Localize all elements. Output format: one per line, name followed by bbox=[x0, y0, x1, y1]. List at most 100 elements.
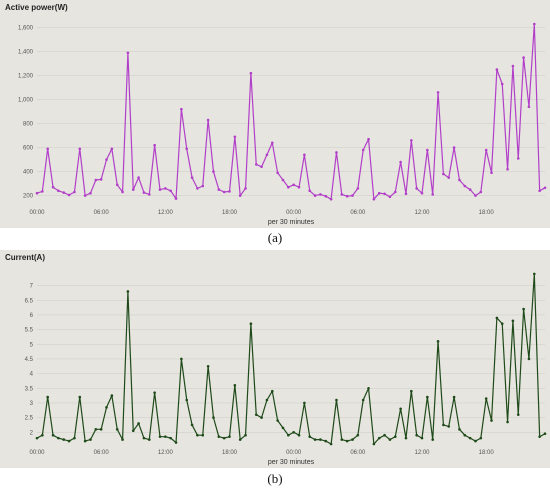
power-data-point bbox=[196, 187, 199, 190]
current-data-point bbox=[361, 398, 365, 402]
current-data-point bbox=[244, 433, 247, 437]
current-data-point bbox=[169, 436, 172, 440]
power-data-point bbox=[361, 148, 365, 152]
current-data-point bbox=[164, 435, 167, 438]
power-data-point bbox=[276, 171, 279, 175]
current-data-point bbox=[233, 384, 237, 387]
power-data-point bbox=[180, 107, 183, 111]
current-data-point bbox=[174, 441, 178, 444]
current-data-point bbox=[538, 435, 541, 438]
power-data-point bbox=[399, 160, 402, 164]
current-data-point bbox=[447, 425, 451, 428]
power-data-point bbox=[281, 178, 285, 182]
power-data-point bbox=[372, 197, 376, 201]
current-data-point bbox=[35, 436, 39, 440]
power-data-point bbox=[153, 143, 156, 147]
current-data-point bbox=[57, 436, 60, 440]
current-data-point bbox=[201, 433, 205, 437]
current-data-point bbox=[131, 429, 135, 433]
current-data-point bbox=[442, 423, 445, 427]
current-data-point bbox=[137, 422, 140, 425]
power-y-tick-label: 1,000 bbox=[18, 98, 34, 104]
current-data-point bbox=[351, 438, 354, 441]
current-data-point bbox=[468, 436, 472, 440]
current-data-point bbox=[410, 389, 413, 393]
power-data-point bbox=[388, 195, 392, 199]
power-x-axis-label: per 30 minutes bbox=[268, 219, 315, 226]
power-x-tick-label: 00:00 bbox=[29, 210, 45, 216]
power-data-point bbox=[313, 194, 317, 197]
power-x-tick-label: 00:00 bbox=[286, 210, 302, 216]
power-data-point bbox=[431, 193, 435, 196]
power-data-point bbox=[484, 148, 488, 152]
current-data-point bbox=[399, 407, 402, 411]
power-data-point bbox=[404, 192, 408, 196]
current-data-point bbox=[383, 433, 386, 437]
current-data-point bbox=[303, 401, 306, 405]
power-title: Active power(W) bbox=[5, 3, 68, 12]
power-data-point bbox=[126, 51, 130, 55]
power-data-point bbox=[185, 147, 189, 151]
power-data-point bbox=[335, 151, 338, 154]
power-data-point bbox=[249, 71, 253, 75]
caption-a: (a) bbox=[267, 230, 283, 245]
power-data-point bbox=[516, 157, 520, 160]
power-y-tick-label: 400 bbox=[23, 170, 34, 176]
power-data-point bbox=[270, 141, 274, 145]
current-data-point bbox=[94, 428, 98, 431]
current-data-point bbox=[121, 438, 124, 441]
power-data-point bbox=[265, 153, 269, 157]
current-data-point bbox=[83, 439, 87, 443]
current-data-point bbox=[51, 433, 55, 437]
power-data-point bbox=[142, 191, 146, 194]
active-power-plot: Active power(W) 200 400 600 800 1,000 1,200 1,4… bbox=[0, 0, 550, 228]
current-data-point bbox=[78, 395, 82, 399]
current-data-point bbox=[426, 395, 429, 399]
power-data-point bbox=[324, 194, 328, 198]
current-data-point bbox=[474, 439, 477, 443]
power-data-point bbox=[94, 178, 98, 182]
current-series-line bbox=[36, 273, 546, 445]
current-data-point bbox=[484, 397, 488, 400]
power-data-point bbox=[46, 147, 49, 151]
current-data-point bbox=[115, 428, 119, 431]
caption-b: (b) bbox=[267, 471, 283, 486]
current-x-tick-label: 06:00 bbox=[350, 450, 366, 456]
power-data-point bbox=[367, 137, 370, 141]
chart-active-power: Active power(W) 200 400 600 800 1,000 1,200 1,4… bbox=[0, 0, 550, 228]
current-data-point bbox=[345, 439, 349, 443]
current-data-point bbox=[217, 435, 221, 438]
power-data-point bbox=[190, 176, 194, 179]
power-data-point bbox=[490, 171, 493, 175]
current-data-point bbox=[479, 436, 483, 440]
power-data-point bbox=[543, 186, 547, 190]
power-y-tick-label: 1,400 bbox=[18, 50, 34, 56]
current-data-point bbox=[276, 419, 279, 422]
power-data-point bbox=[78, 147, 82, 151]
power-data-point bbox=[458, 178, 461, 182]
current-data-point bbox=[41, 433, 44, 437]
current-y-tick-label: 3 bbox=[30, 401, 34, 407]
power-data-point bbox=[244, 187, 247, 190]
current-data-point bbox=[415, 433, 418, 437]
power-data-point bbox=[447, 176, 451, 179]
current-y-tick-label: 4 bbox=[30, 372, 34, 378]
current-data-point bbox=[206, 364, 210, 368]
current-x-tick-label: 18:00 bbox=[479, 450, 495, 456]
current-data-point bbox=[490, 419, 493, 422]
power-data-point bbox=[500, 82, 504, 86]
current-data-point bbox=[367, 386, 370, 390]
current-data-point bbox=[516, 413, 520, 416]
power-data-point bbox=[356, 187, 360, 190]
current-data-point bbox=[46, 395, 49, 399]
power-data-point bbox=[260, 165, 263, 169]
power-data-point bbox=[442, 172, 445, 176]
power-data-point bbox=[377, 191, 381, 195]
power-data-point bbox=[89, 191, 92, 195]
power-data-point bbox=[201, 184, 205, 188]
power-data-point bbox=[121, 190, 124, 194]
current-y-tick-label: 6 bbox=[30, 313, 34, 319]
current-data-point bbox=[281, 426, 285, 430]
current-data-point bbox=[238, 438, 242, 441]
current-data-point bbox=[420, 436, 424, 440]
